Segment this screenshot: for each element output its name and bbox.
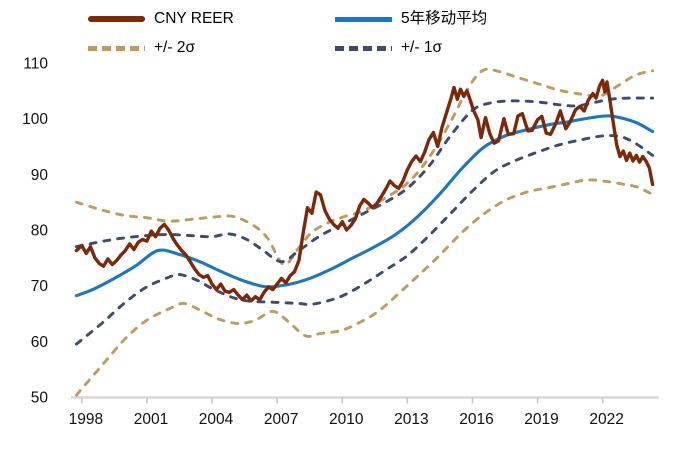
- y-axis-tick-label: 80: [31, 223, 49, 240]
- legend-swatch-1sigma: [335, 45, 392, 51]
- band-1sigma-upper-line: [74, 96, 655, 264]
- x-axis-tick-label: 2007: [264, 411, 298, 428]
- x-axis-tick-label: 2019: [524, 411, 558, 428]
- x-axis-tick-label: 2004: [199, 411, 234, 428]
- x-axis-tick-label: 2010: [329, 411, 364, 428]
- y-axis-tick-label: 100: [22, 111, 48, 128]
- cny-reer-line: [74, 78, 655, 303]
- legend-swatch-moving-average: [335, 16, 392, 22]
- x-axis-tick-label: 2016: [459, 411, 493, 428]
- legend-swatch-cny-reer: [88, 16, 145, 22]
- legend-label-cny-reer: CNY REER: [154, 10, 234, 27]
- moving-average-line: [74, 114, 655, 298]
- chart-legend: CNY REER 5年移动平均 +/- 2σ +/- 1σ: [88, 8, 575, 59]
- x-axis-tick-label: 1998: [69, 411, 103, 428]
- x-axis-tick-label: 2022: [589, 411, 623, 428]
- y-axis-tick-label: 110: [23, 56, 48, 73]
- band-2sigma-upper-line: [74, 67, 655, 266]
- y-axis-tick-label: 60: [31, 334, 49, 351]
- legend-item-1sigma: +/- 1σ: [335, 37, 575, 59]
- y-axis-tick-label: 50: [31, 390, 49, 407]
- legend-swatch-2sigma: [88, 45, 145, 51]
- legend-label-2sigma: +/- 2σ: [154, 39, 196, 56]
- legend-label-moving-average: 5年移动平均: [401, 10, 488, 27]
- x-axis-tick-label: 2001: [134, 411, 168, 428]
- legend-item-2sigma: +/- 2σ: [88, 37, 335, 59]
- legend-item-cny-reer: CNY REER: [88, 8, 335, 30]
- legend-label-1sigma: +/- 1σ: [401, 39, 443, 56]
- legend-item-moving-average: 5年移动平均: [335, 8, 575, 30]
- y-axis-tick-label: 70: [31, 278, 49, 295]
- y-axis-tick-label: 90: [31, 167, 49, 184]
- x-axis-tick-label: 2013: [394, 411, 428, 428]
- band-2sigma-lower-line: [74, 178, 655, 397]
- band-1sigma-lower-line: [74, 134, 655, 346]
